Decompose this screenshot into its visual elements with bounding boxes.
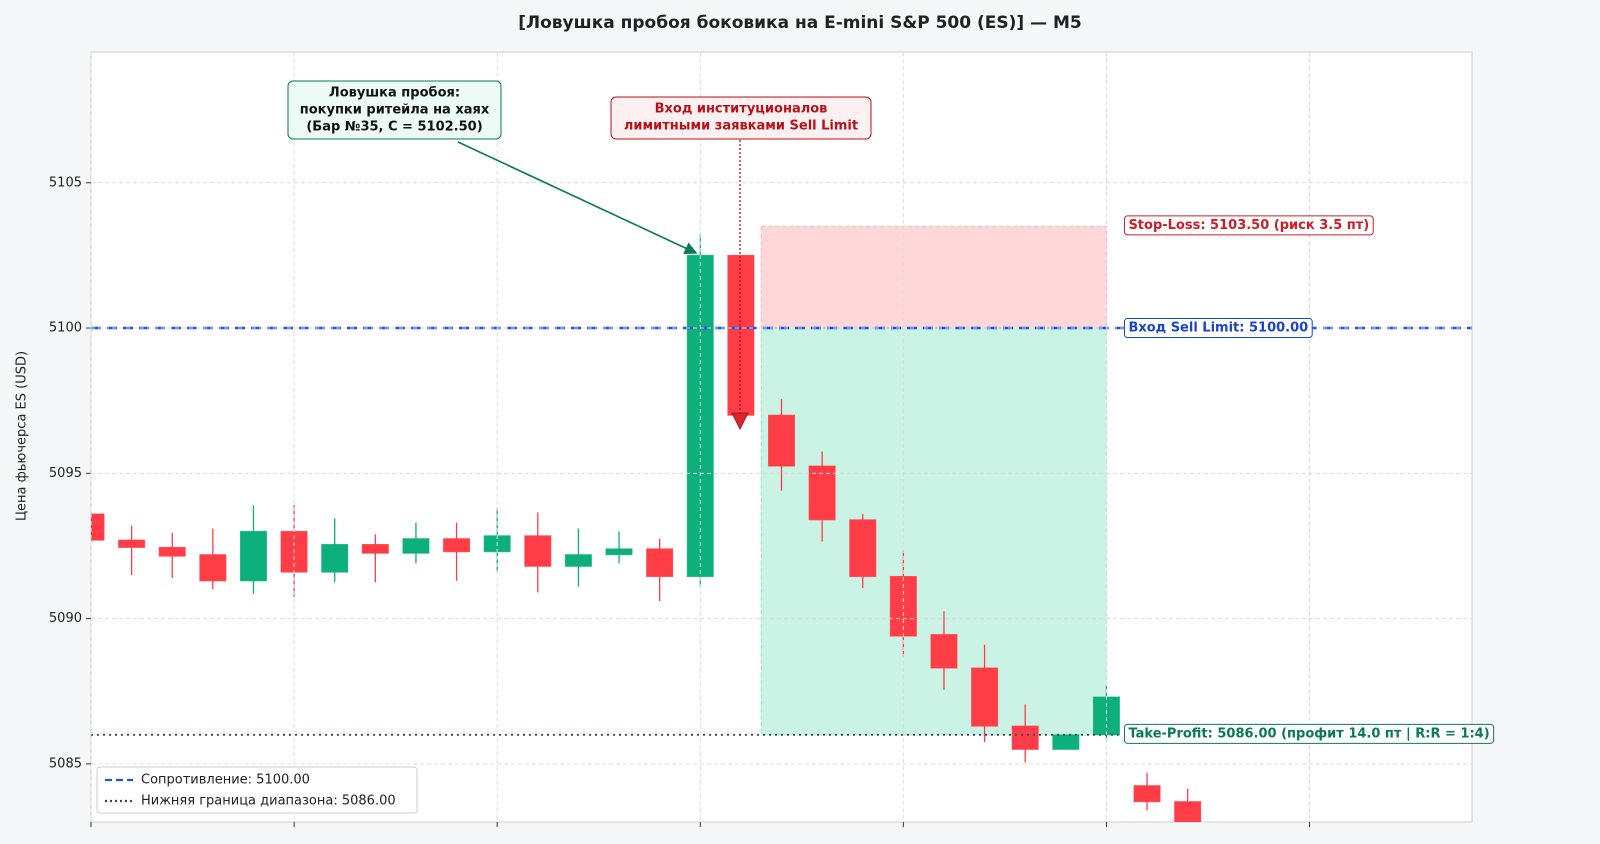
candle-body <box>361 544 389 554</box>
legend-label: Нижняя граница диапазона: 5086.00 <box>141 794 396 809</box>
target-label-text: Take-Profit: 5086.00 (профит 14.0 пт | R… <box>1128 726 1489 741</box>
candle-body <box>1011 725 1039 750</box>
legend-label: Сопротивление: 5100.00 <box>141 773 310 788</box>
candle-body <box>564 554 592 567</box>
chart-title: [Ловушка пробоя боковика на E-mini S&P 5… <box>518 13 1082 33</box>
legend-box <box>96 766 418 814</box>
candle-body <box>321 544 349 573</box>
y-tick-label: 5100 <box>49 321 82 336</box>
annotation-arrow <box>457 141 698 255</box>
annotation-box <box>610 96 872 140</box>
y-tick-label: 5095 <box>49 466 82 481</box>
stop-label-text: Stop-Loss: 5103.50 (риск 3.5 пт) <box>1128 218 1369 233</box>
candle-body <box>930 634 958 669</box>
target-label-box <box>1123 723 1495 744</box>
candle-body <box>1092 696 1120 736</box>
y-axis-label: Цена фьючерса ES (USD) <box>15 351 30 521</box>
annotation-text: покупки ритейла на хаях <box>300 103 490 118</box>
annotation-arrowhead <box>731 412 749 431</box>
candle-body <box>91 513 105 541</box>
target-zone <box>760 327 1107 736</box>
candle-body <box>199 554 227 582</box>
candle-body <box>1052 734 1080 750</box>
candle-body <box>1133 785 1161 803</box>
stop-label-box <box>1123 215 1374 236</box>
candle-body <box>158 546 186 557</box>
y-tick-label: 5105 <box>49 175 82 190</box>
candle-body <box>849 519 877 577</box>
plot <box>91 225 1472 822</box>
candle-body <box>118 539 146 548</box>
candle-body <box>239 530 267 582</box>
stop-zone <box>760 225 1107 329</box>
stop-label: Stop-Loss: 5103.50 (риск 3.5 пт) <box>1123 215 1374 236</box>
candle-body <box>443 538 471 553</box>
candle-body <box>768 414 795 467</box>
annotation-text: Ловушка пробоя: <box>329 86 460 101</box>
annotation-box <box>287 80 502 140</box>
annotation-text: лимитными заявками Sell Limit <box>624 119 858 134</box>
candle-body <box>402 538 430 554</box>
candle-body <box>971 667 999 727</box>
candle-body <box>646 548 674 577</box>
entry-label-box <box>1123 318 1313 339</box>
y-tick-label: 5085 <box>49 756 82 771</box>
annotation-text: (Бар №35, C = 5102.50) <box>306 120 482 135</box>
candle-body <box>808 465 836 521</box>
candle-body <box>1174 801 1202 822</box>
candle-body <box>605 548 633 556</box>
candle-body <box>727 254 755 416</box>
entry-label-text: Вход Sell Limit: 5100.00 <box>1128 321 1308 336</box>
entry-label: Вход Sell Limit: 5100.00 <box>1123 318 1313 339</box>
target-label: Take-Profit: 5086.00 (профит 14.0 пт | R… <box>1123 723 1495 744</box>
annotation-text: Вход институционалов <box>655 102 828 117</box>
y-tick-label: 5090 <box>49 611 82 626</box>
candle-body <box>524 535 552 567</box>
